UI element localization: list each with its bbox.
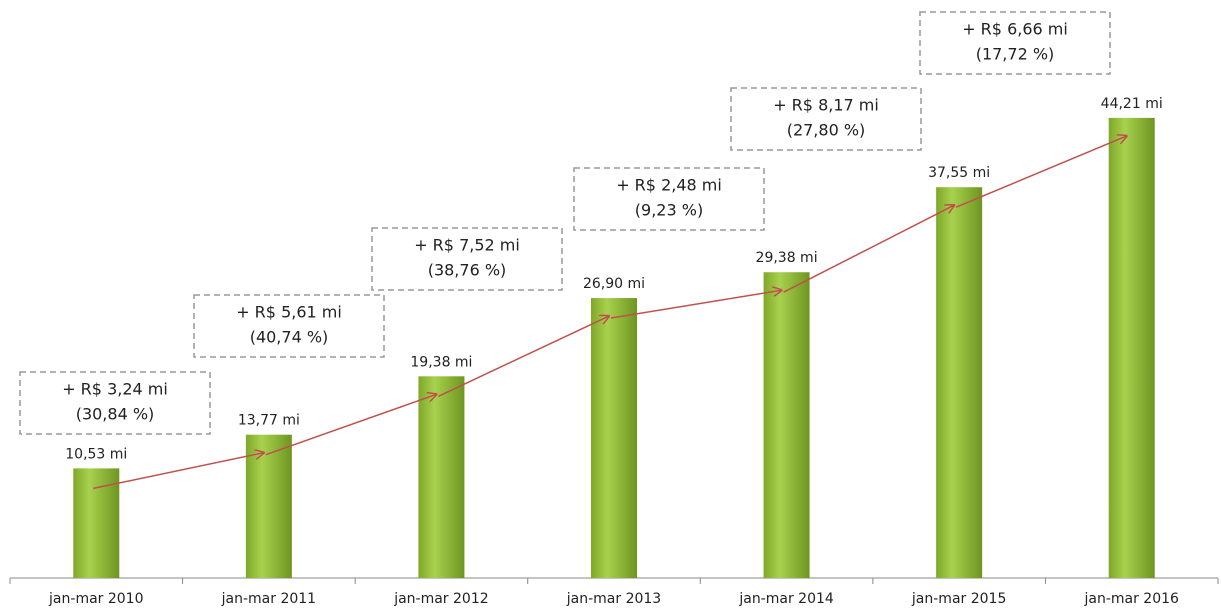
trend-arrow bbox=[610, 290, 782, 319]
annotation-box bbox=[193, 294, 385, 358]
annotation-text: + R$ 7,52 mi bbox=[414, 236, 520, 255]
trend-arrow bbox=[955, 136, 1127, 208]
annotation-text: (9,23 %) bbox=[635, 201, 703, 220]
annotation-text: + R$ 5,61 mi bbox=[236, 303, 342, 322]
x-tick-label: jan-mar 2014 bbox=[738, 591, 834, 607]
bar bbox=[245, 434, 292, 578]
bar bbox=[591, 298, 637, 578]
annotation-text: + R$ 2,48 mi bbox=[616, 176, 722, 195]
value-label: 44,21 mi bbox=[1101, 96, 1163, 112]
annotation-box bbox=[573, 167, 765, 231]
value-label: 37,55 mi bbox=[928, 165, 990, 181]
x-tick-label: jan-mar 2015 bbox=[911, 591, 1006, 607]
annotation-text: (17,72 %) bbox=[976, 45, 1055, 64]
annotation-box bbox=[19, 371, 211, 435]
value-label: 10,53 mi bbox=[65, 446, 127, 462]
annotation-text: (27,80 %) bbox=[787, 121, 866, 140]
trend-arrow bbox=[438, 316, 609, 397]
annotation-text: + R$ 3,24 mi bbox=[62, 380, 168, 399]
annotation-text: (40,74 %) bbox=[250, 328, 329, 347]
x-tick-label: jan-mar 2016 bbox=[1083, 591, 1179, 607]
annotation-box bbox=[919, 11, 1111, 75]
annotation-text: + R$ 8,17 mi bbox=[773, 96, 879, 115]
annotation-box bbox=[371, 227, 563, 291]
x-tick-label: jan-mar 2012 bbox=[393, 591, 488, 607]
annotation-box bbox=[730, 87, 922, 151]
annotation-text: + R$ 6,66 mi bbox=[962, 20, 1068, 39]
bar bbox=[1108, 117, 1155, 578]
annotation-text: (38,76 %) bbox=[428, 261, 507, 280]
trend-arrow bbox=[93, 453, 264, 490]
x-tick-label: jan-mar 2011 bbox=[221, 591, 316, 607]
value-label: 19,38 mi bbox=[410, 354, 472, 370]
x-tick-label: jan-mar 2013 bbox=[566, 591, 661, 607]
trend-arrow bbox=[783, 205, 955, 293]
value-label: 26,90 mi bbox=[583, 276, 645, 292]
bar bbox=[936, 187, 983, 579]
annotation-text: (30,84 %) bbox=[76, 405, 155, 424]
trend-arrow bbox=[265, 394, 437, 456]
value-label: 13,77 mi bbox=[238, 413, 300, 429]
x-tick-label: jan-mar 2010 bbox=[48, 591, 143, 607]
bar bbox=[763, 272, 810, 578]
value-label: 29,38 mi bbox=[756, 250, 818, 266]
bar bbox=[418, 376, 465, 578]
bar bbox=[73, 468, 120, 578]
